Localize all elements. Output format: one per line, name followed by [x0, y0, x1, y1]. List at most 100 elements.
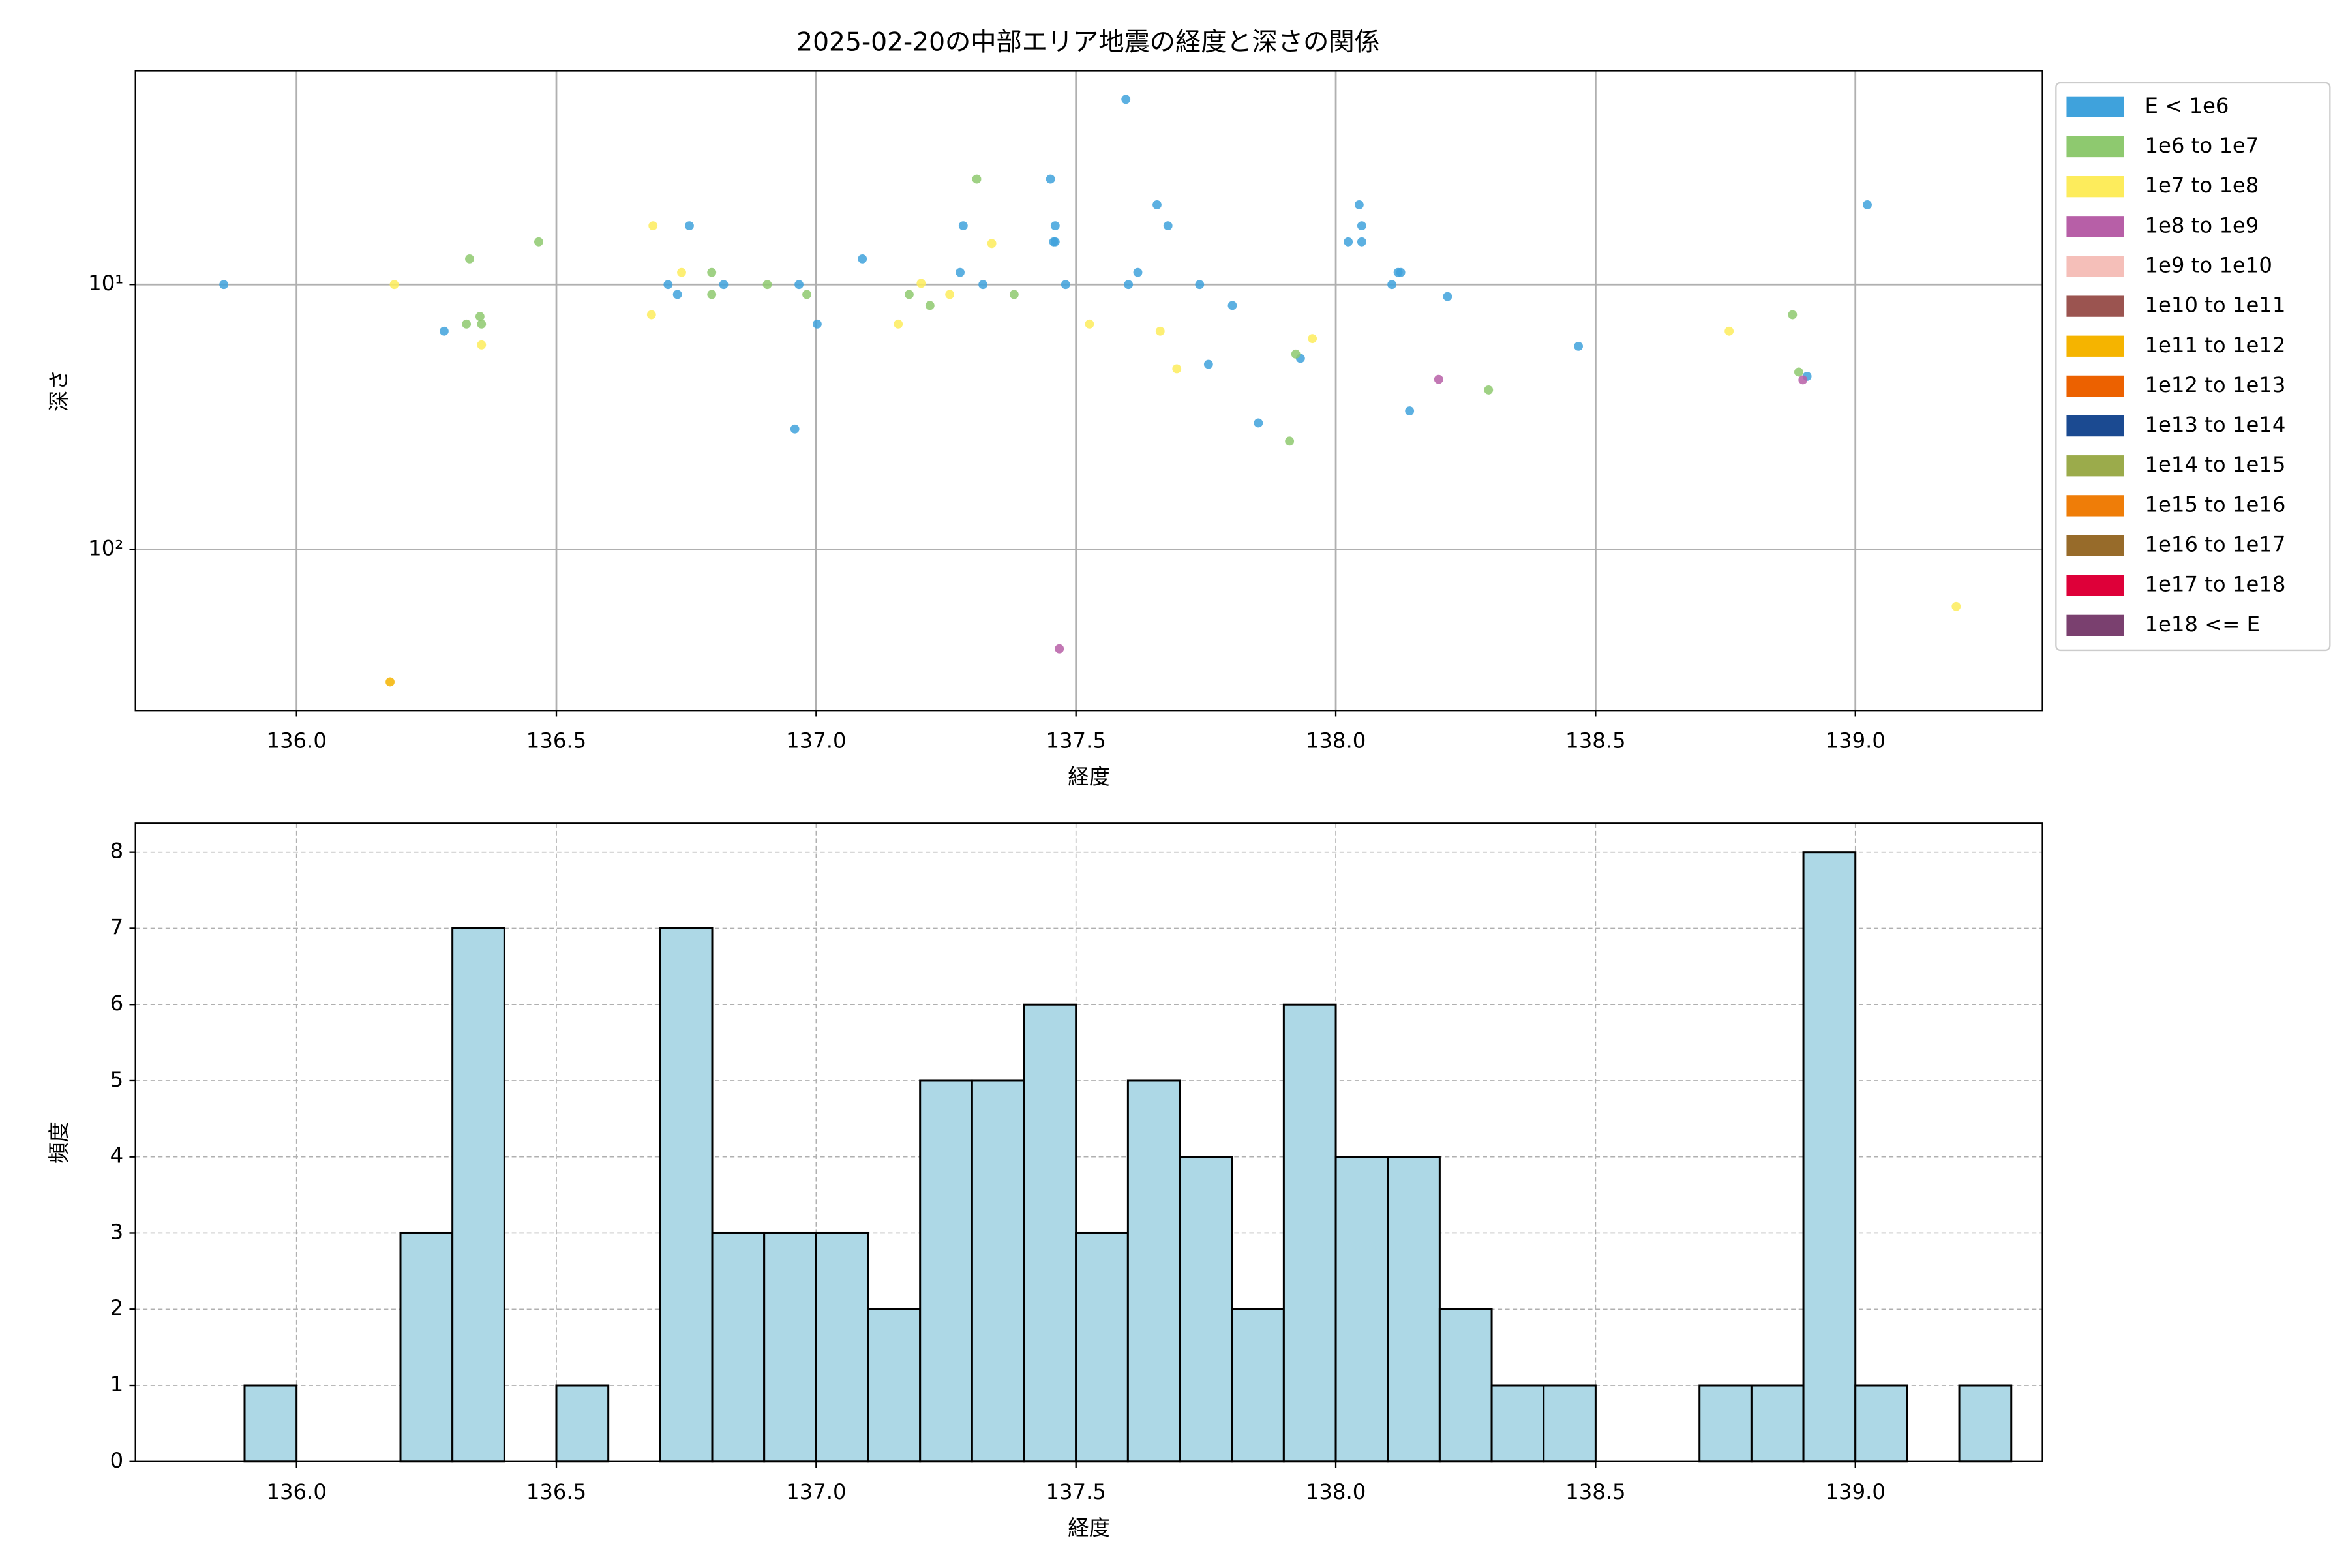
scatter-point — [462, 319, 472, 329]
scatter-point — [1050, 237, 1060, 247]
legend-swatch — [2066, 96, 2124, 117]
scatter-point — [465, 254, 474, 264]
scatter-point — [672, 290, 682, 299]
scatter-point — [1124, 280, 1134, 290]
scatter-point — [1254, 418, 1263, 428]
histogram-bar — [1231, 1308, 1285, 1463]
legend-swatch — [2066, 415, 2124, 437]
x-tick-label: 136.5 — [526, 1479, 586, 1504]
plot-frame — [134, 70, 2043, 712]
histogram-bar — [1958, 1384, 2013, 1463]
histogram-bar — [1438, 1308, 1493, 1463]
plot-frame — [134, 822, 2043, 1462]
scatter-point — [719, 280, 729, 290]
legend-swatch — [2066, 335, 2124, 357]
y-tick-label: 6 — [110, 991, 124, 1016]
scatter-point — [1724, 326, 1734, 336]
y-tick-label: 10² — [88, 535, 123, 560]
y-tick-label: 8 — [110, 839, 124, 864]
scatter-point — [762, 280, 772, 290]
scatter-point — [1009, 290, 1019, 299]
scatter-point — [1484, 385, 1494, 395]
scatter-point — [1291, 349, 1301, 359]
legend-swatch — [2066, 535, 2124, 556]
legend-label: 1e8 to 1e9 — [2145, 213, 2259, 237]
y-tick-label: 2 — [110, 1295, 124, 1320]
legend-label: 1e9 to 1e10 — [2145, 252, 2272, 277]
scatter-point — [958, 221, 968, 231]
scatter-point — [477, 319, 487, 329]
histogram-bar — [919, 1079, 973, 1463]
x-tick-label: 136.5 — [526, 729, 586, 753]
scatter-point — [663, 280, 673, 290]
histogram-bar — [1387, 1156, 1441, 1463]
legend-label: 1e13 to 1e14 — [2145, 412, 2285, 437]
legend-swatch — [2066, 256, 2124, 277]
scatter-point — [707, 290, 717, 299]
scatter-point — [916, 279, 926, 288]
histogram-bar — [1543, 1384, 1597, 1463]
scatter-point — [1152, 200, 1162, 209]
legend-swatch — [2066, 176, 2124, 198]
x-tick-label: 138.0 — [1306, 1479, 1366, 1504]
legend-swatch — [2066, 375, 2124, 397]
scatter-point — [1798, 375, 1808, 385]
scatter-point — [219, 280, 229, 290]
scatter-point — [1055, 644, 1064, 654]
y-axis-label: 頻度 — [46, 1121, 71, 1164]
scatter-point — [1387, 280, 1397, 290]
histogram-bar — [815, 1231, 869, 1463]
scatter-point — [1203, 359, 1213, 369]
scatter-point — [1443, 292, 1452, 301]
histogram-bar — [659, 927, 714, 1463]
scatter-point — [1357, 237, 1366, 247]
scatter-point — [1085, 319, 1094, 329]
scatter-point — [956, 267, 965, 277]
scatter-point — [1308, 334, 1317, 344]
scatter-point — [894, 319, 903, 329]
legend-label: 1e17 to 1e18 — [2145, 572, 2285, 597]
scatter-point — [1405, 406, 1415, 415]
legend-label: 1e14 to 1e15 — [2145, 452, 2285, 477]
legend-swatch — [2066, 295, 2124, 317]
legend-swatch — [2066, 614, 2124, 636]
scatter-point — [925, 301, 935, 310]
scatter-point — [978, 280, 988, 290]
scatter-point — [1050, 221, 1060, 231]
scatter-point — [1794, 367, 1803, 377]
x-tick-label: 138.5 — [1565, 729, 1625, 753]
x-tick-label: 136.0 — [266, 1479, 326, 1504]
histogram-bar — [555, 1384, 610, 1463]
scatter-point — [1227, 301, 1237, 310]
legend-label: 1e18 <= E — [2145, 612, 2260, 637]
scatter-point — [1863, 200, 1872, 209]
histogram-bar — [1802, 851, 1857, 1463]
histogram-bar — [1698, 1384, 1753, 1463]
histogram-bar — [763, 1231, 817, 1463]
histogram-bar — [243, 1384, 298, 1463]
scatter-point — [1951, 601, 1961, 611]
x-tick-label: 137.0 — [786, 1479, 846, 1504]
histogram-bar — [1179, 1156, 1233, 1463]
legend-label: 1e15 to 1e16 — [2145, 492, 2285, 517]
x-tick-label: 138.5 — [1565, 1479, 1625, 1504]
scatter-point — [1046, 174, 1055, 184]
histogram-bar — [971, 1079, 1025, 1463]
histogram-bar — [1075, 1231, 1129, 1463]
scatter-point — [1434, 374, 1443, 384]
x-tick-label: 139.0 — [1825, 729, 1885, 753]
scatter-point — [389, 280, 399, 290]
scatter-point — [477, 340, 487, 350]
histogram-bar — [1282, 1003, 1337, 1463]
scatter-point — [905, 290, 914, 299]
scatter-point — [1172, 364, 1182, 374]
legend-swatch — [2066, 455, 2124, 477]
legend-label: 1e11 to 1e12 — [2145, 333, 2285, 357]
histogram-bar — [399, 1231, 454, 1463]
scatter-point — [790, 424, 800, 434]
y-tick-label: 0 — [110, 1448, 124, 1473]
legend-swatch — [2066, 136, 2124, 158]
legend-label: 1e16 to 1e17 — [2145, 532, 2285, 557]
y-tick-label: 10¹ — [88, 271, 123, 295]
y-tick-label: 5 — [110, 1067, 124, 1092]
